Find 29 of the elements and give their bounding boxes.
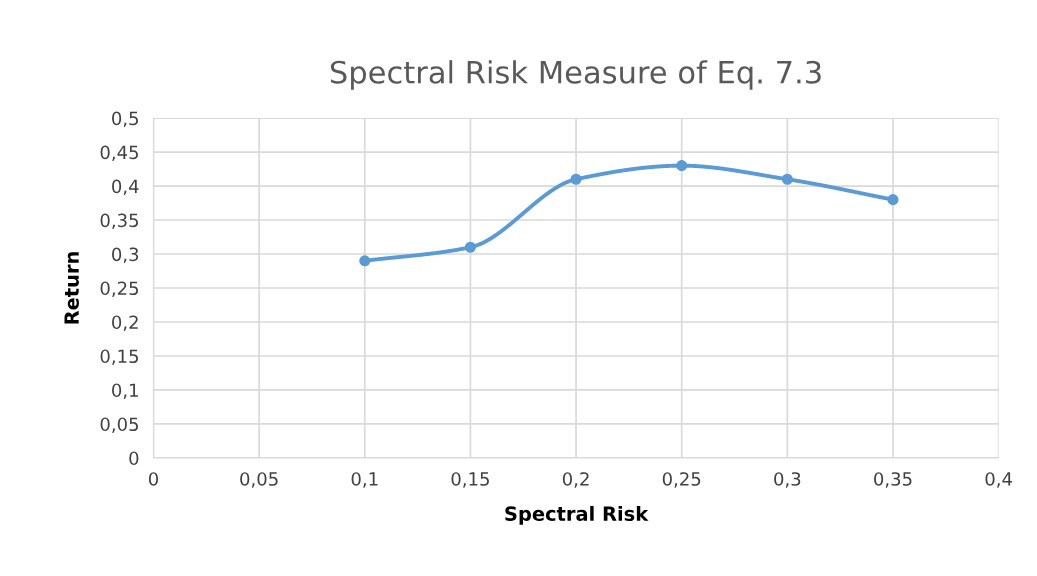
point bbox=[781, 173, 793, 185]
y-tick-label: 0,3 bbox=[112, 247, 139, 263]
point bbox=[676, 160, 688, 172]
x-tick-label: 0,1 bbox=[351, 472, 378, 488]
y-tick-label: 0,35 bbox=[100, 213, 139, 229]
x-tick-label: 0,3 bbox=[774, 472, 801, 488]
y-tick-label: 0,5 bbox=[112, 111, 139, 128]
x-tick-label: 0,4 bbox=[985, 472, 1012, 488]
y-axis-title: Return bbox=[64, 252, 79, 324]
x-tick-label: 0,35 bbox=[874, 472, 912, 488]
point bbox=[887, 194, 899, 206]
point bbox=[464, 241, 476, 253]
x-tick-label: 0,25 bbox=[662, 472, 701, 488]
y-tick-label: 0,25 bbox=[100, 281, 139, 297]
y-tick-label: 0,4 bbox=[112, 179, 139, 196]
y-tick-label: 0,05 bbox=[100, 417, 139, 433]
x-axis-title: Spectral Risk bbox=[505, 505, 649, 525]
chart-title: Spectral Risk Measure of Eq. 7.3 bbox=[330, 60, 821, 90]
y-tick-label: 0,15 bbox=[100, 349, 139, 365]
x-tick-label: 0,05 bbox=[240, 472, 278, 488]
point bbox=[359, 255, 371, 267]
x-tick-label: 0 bbox=[148, 472, 159, 486]
y-tick-label: 0,1 bbox=[112, 383, 138, 399]
y-tick-label: 0,45 bbox=[100, 145, 139, 162]
x-tick-label: 0,2 bbox=[562, 472, 589, 488]
x-tick-label: 0,15 bbox=[451, 472, 489, 488]
y-tick-label: 0 bbox=[129, 451, 139, 466]
point bbox=[570, 173, 582, 185]
y-tick-label: 0,2 bbox=[112, 315, 138, 331]
